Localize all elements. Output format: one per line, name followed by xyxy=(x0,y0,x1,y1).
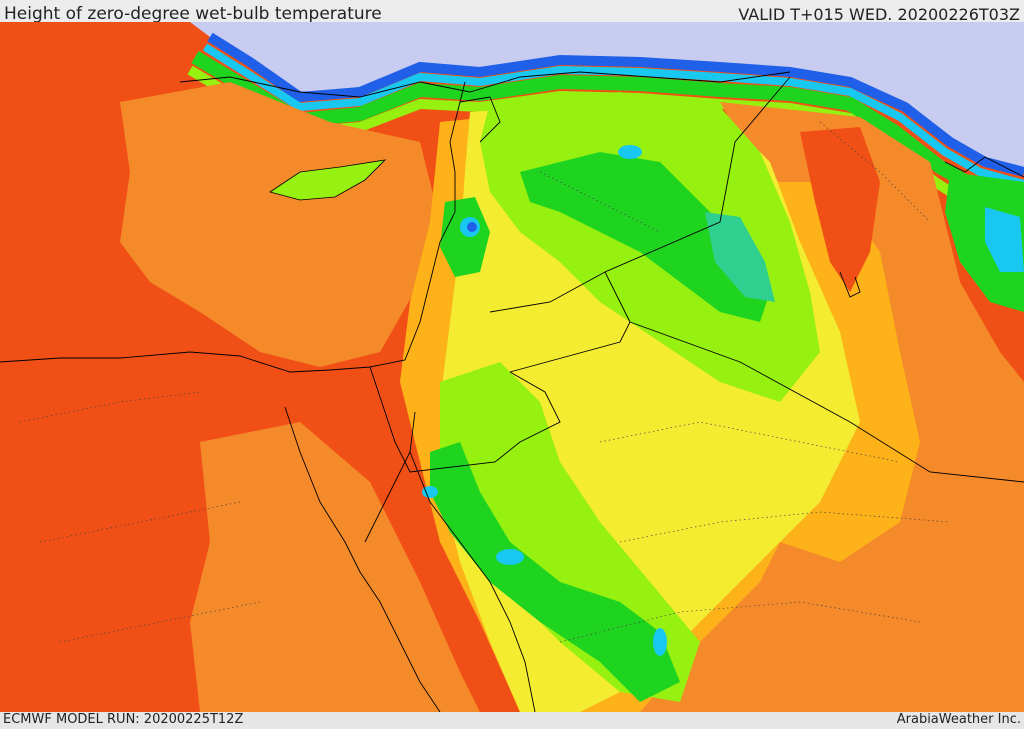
province-lines xyxy=(19,121,951,643)
field-high-west xyxy=(120,82,440,367)
field-high-east xyxy=(600,102,1024,712)
cyan-spot-sinai xyxy=(422,486,438,498)
weather-map xyxy=(0,22,1024,712)
map-title: Height of zero-degree wet-bulb temperatu… xyxy=(4,4,382,24)
field-low-syria xyxy=(520,152,770,322)
field-low-iraq xyxy=(705,212,775,302)
coast-blue-band xyxy=(207,32,1024,177)
valid-time: VALID T+015 WED. 20200226T03Z xyxy=(738,5,1020,24)
cyan-spot-jordan xyxy=(496,549,524,565)
field-very-high-east xyxy=(800,127,880,292)
header-bar: Height of zero-degree wet-bulb temperatu… xyxy=(0,0,1024,24)
field-low-levant xyxy=(430,442,680,702)
blue-spot-lebanon xyxy=(467,222,477,232)
ne-coast-cyan xyxy=(985,207,1024,272)
cyprus-island xyxy=(269,159,387,201)
northern-sea xyxy=(190,22,1024,172)
ne-coast-blob xyxy=(945,172,1024,312)
cyan-spot-saudi xyxy=(653,628,667,656)
cyan-spot-syria xyxy=(618,145,642,159)
coastlines xyxy=(0,71,1024,712)
footer-bar: ECMWF MODEL RUN: 20200225T12Z ArabiaWeat… xyxy=(0,712,1024,729)
credit-label: ArabiaWeather Inc. xyxy=(896,712,1021,727)
borders xyxy=(369,76,1024,483)
coast-cyan-band xyxy=(202,43,1024,188)
field-high-south xyxy=(190,422,480,712)
model-run: ECMWF MODEL RUN: 20200225T12Z xyxy=(3,712,244,727)
